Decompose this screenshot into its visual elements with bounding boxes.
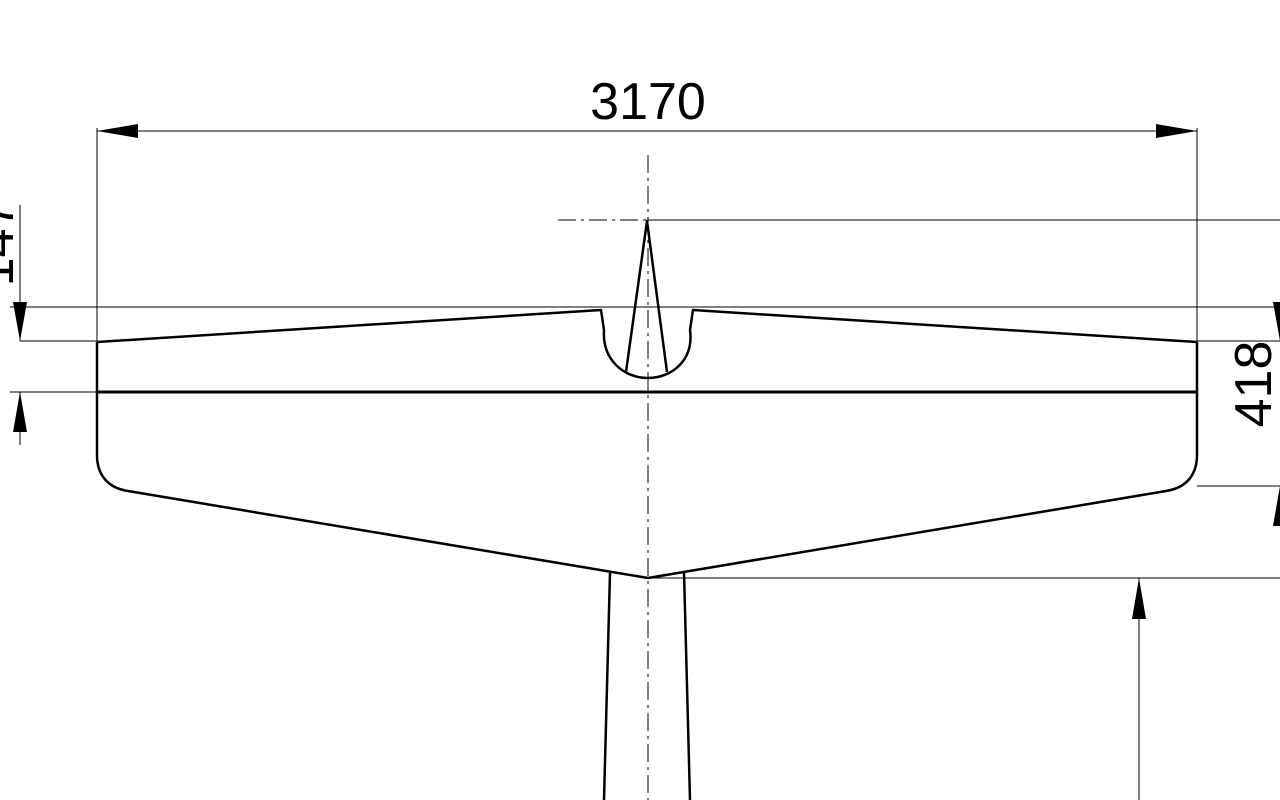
stem-left [602, 572, 612, 800]
dimension-left-height: 147 [0, 200, 27, 445]
arrow-right-up [1273, 486, 1280, 526]
arrow-left [97, 124, 138, 138]
arrow-left-down [13, 302, 27, 341]
dimension-lower-vertical [1132, 578, 1146, 800]
body-outline [95, 219, 1199, 800]
arrow-left-up [13, 392, 27, 432]
dimension-overall-width: 3170 [96, 73, 1198, 342]
stem-right [682, 571, 692, 800]
arrow-lower-up [1132, 578, 1146, 619]
spike [624, 219, 669, 373]
dimension-right-height: 418 [1225, 302, 1280, 526]
dimension-text-3170: 3170 [590, 73, 706, 131]
dimension-text-418: 418 [1225, 341, 1280, 428]
hull-bottom-right [647, 454, 1199, 580]
dimension-text-147: 147 [0, 200, 25, 287]
arrow-right [1156, 124, 1197, 138]
hull-bottom-left [95, 454, 649, 580]
notch-bowl [602, 329, 692, 380]
arrow-right-down [1273, 302, 1280, 341]
deck-right [688, 308, 1198, 344]
deck-left [96, 308, 606, 344]
